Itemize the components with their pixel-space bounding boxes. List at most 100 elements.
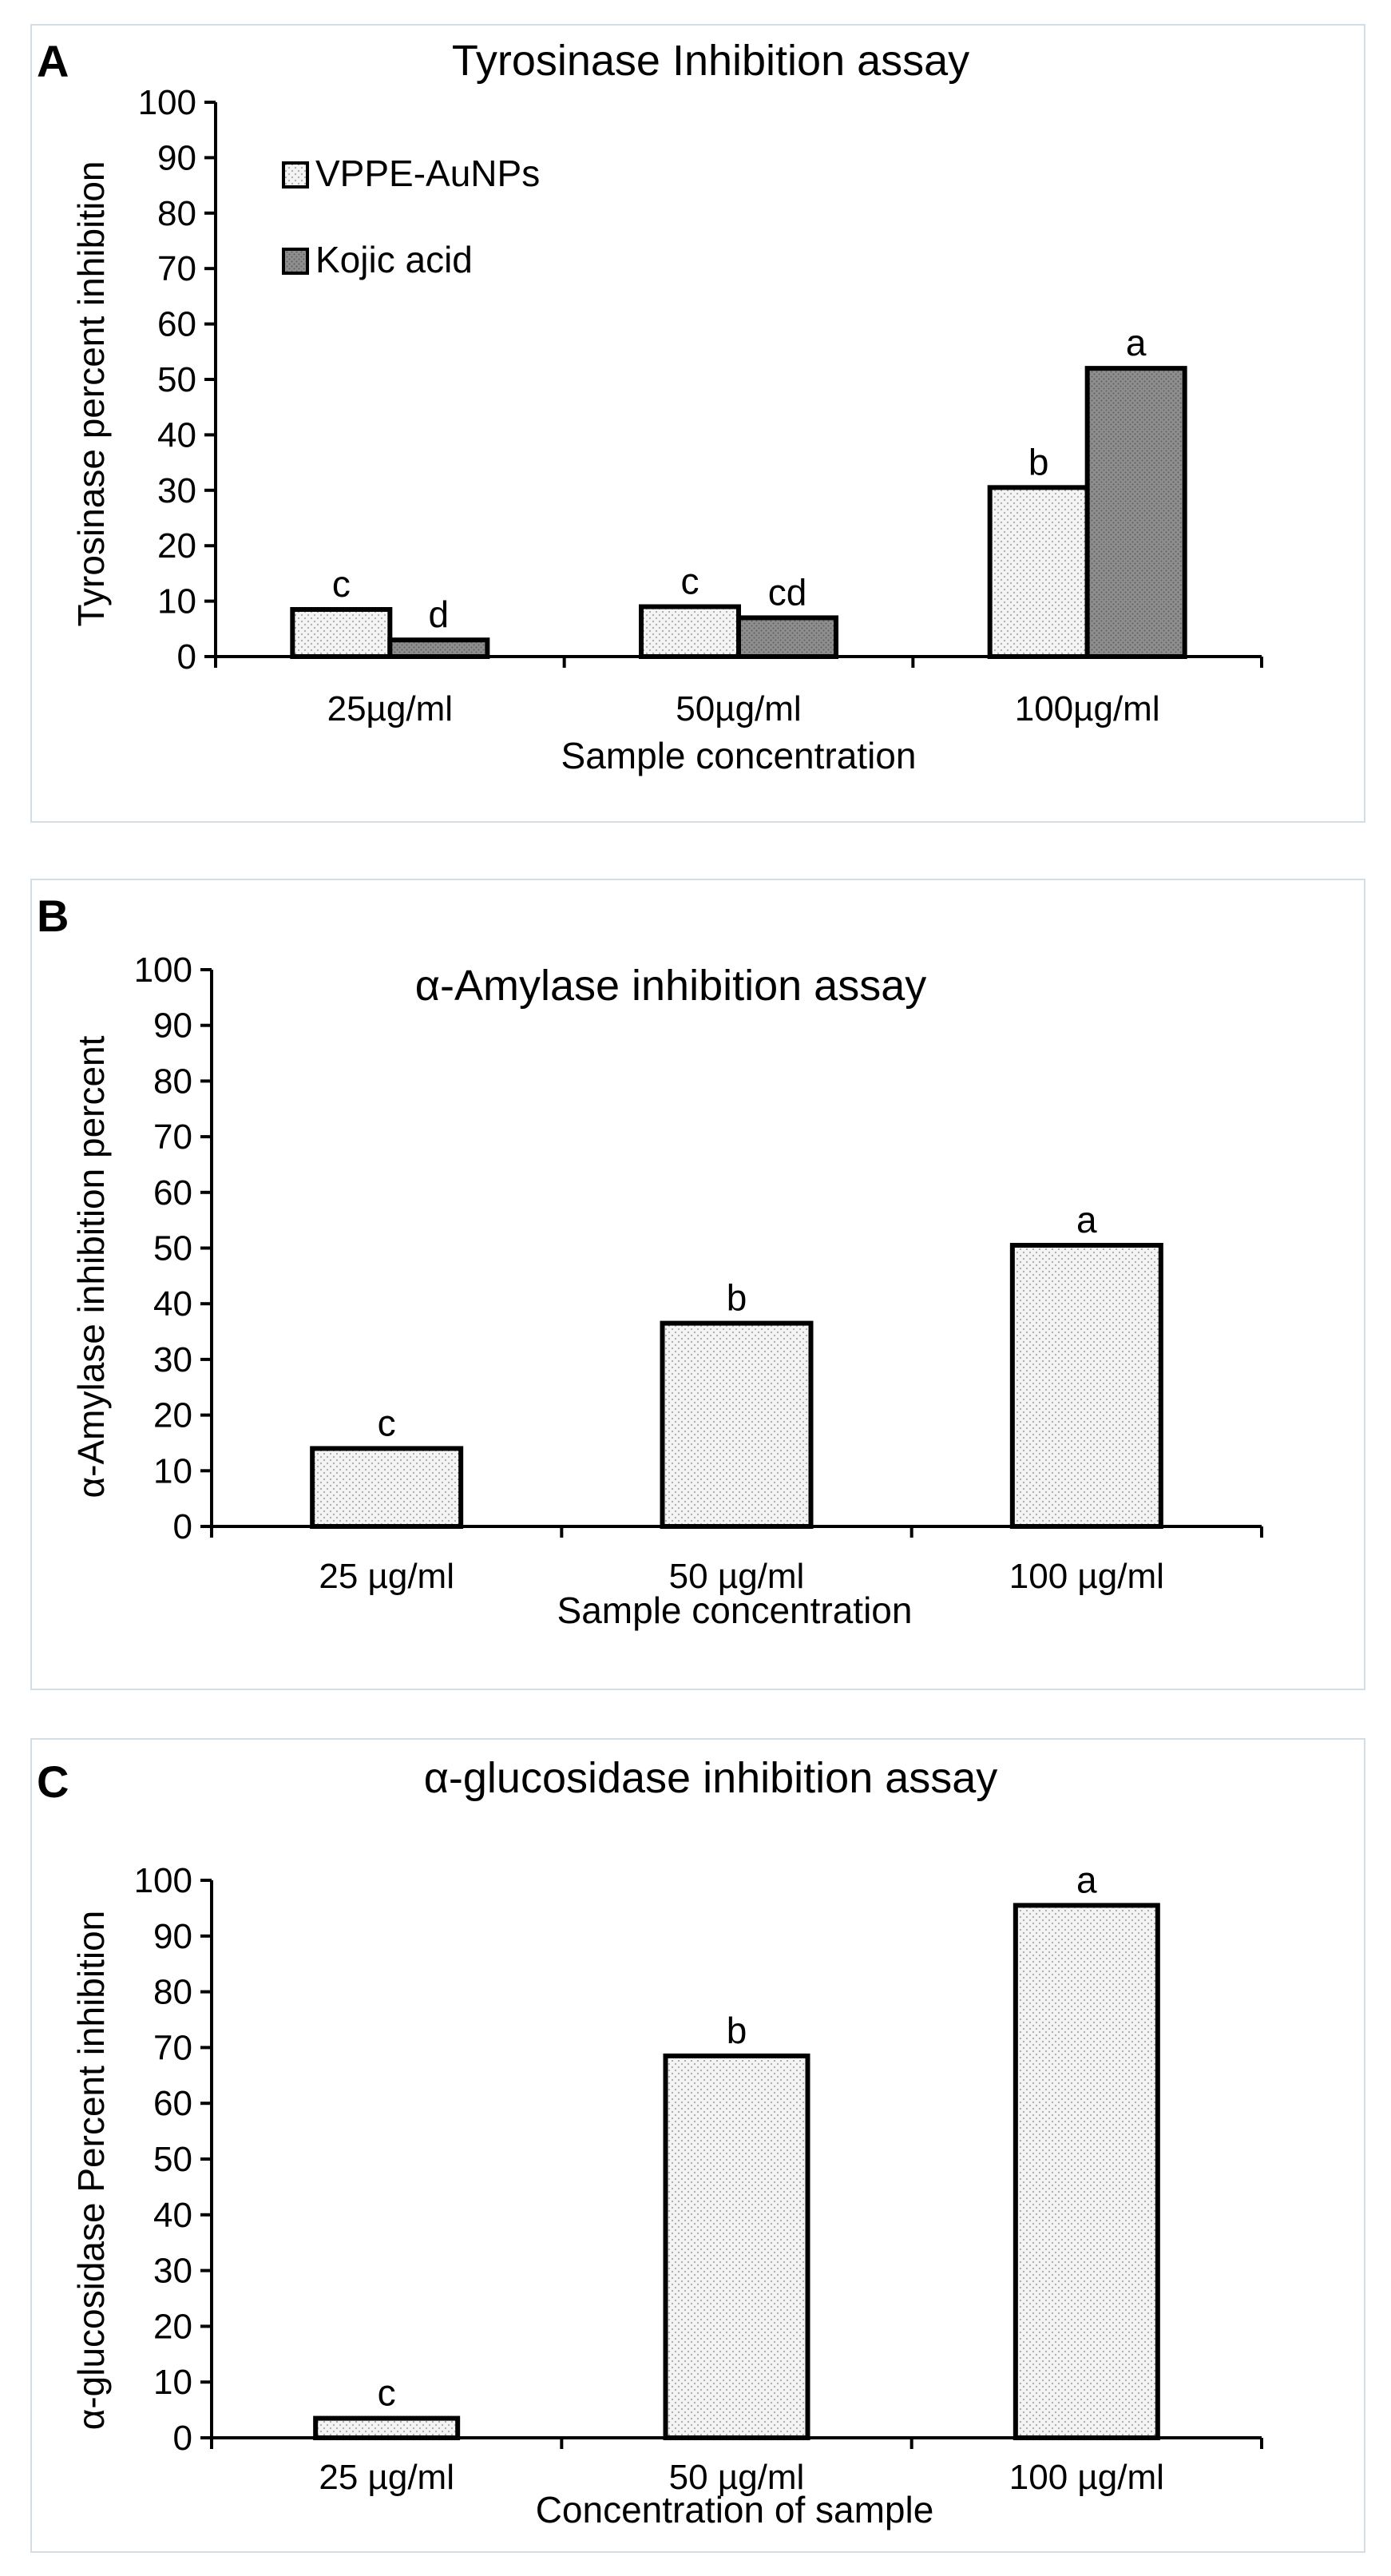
- panel-letter: B: [37, 891, 69, 941]
- y-tick-label: 0: [173, 2419, 192, 2458]
- x-axis-title: Sample concentration: [561, 735, 917, 776]
- bar-kojic-1: [387, 637, 490, 659]
- y-tick-label: 50: [157, 360, 196, 399]
- chart-panel-b: B α-Amylase inhibition assay α-Amylase i…: [30, 879, 1365, 1690]
- bar-vppe-1: [290, 607, 393, 660]
- bar-letters: c b a: [378, 1859, 1097, 2413]
- y-tick-label: 60: [153, 2084, 192, 2123]
- x-tick-label: 100 µg/ml: [1009, 2458, 1164, 2497]
- bar-letter-label: c: [681, 561, 699, 602]
- bar-letter-label: c: [378, 1402, 396, 1443]
- y-tick-label: 90: [157, 138, 196, 177]
- bar-vppe-3: [987, 485, 1090, 660]
- bar-letter-label: cd: [768, 571, 807, 613]
- y-tick-label: 100: [134, 951, 192, 990]
- y-tick-label: 40: [157, 415, 196, 454]
- bar-2: [663, 2053, 810, 2440]
- x-tick-label: 100 µg/ml: [1009, 1557, 1164, 1596]
- chart-title: Tyrosinase Inhibition assay: [452, 37, 969, 85]
- y-tick-label: 10: [157, 582, 196, 621]
- panel-letter: C: [37, 1756, 69, 1807]
- chart-title: α-Amylase inhibition assay: [415, 962, 927, 1010]
- bar-kojic-3: [1084, 366, 1187, 659]
- bars: [313, 1903, 1160, 2441]
- legend-swatch-vppe: [282, 161, 309, 189]
- bar-vppe-2: [639, 604, 741, 659]
- y-tick-label: 30: [153, 2252, 192, 2291]
- legend-label-vppe: VPPE-AuNPs: [315, 153, 540, 194]
- bar-letter-label: c: [378, 2372, 396, 2414]
- x-axis-title: Concentration of sample: [536, 2489, 934, 2530]
- y-axis-title: α-Amylase inhibition percent: [70, 1035, 112, 1498]
- y-tick-label: 10: [153, 1451, 192, 1490]
- bar-kojic-2: [736, 615, 838, 659]
- chart-panel-a: A Tyrosinase Inhibition assay Tyrosinase…: [30, 24, 1365, 823]
- y-tick-label: 30: [157, 471, 196, 510]
- y-tick-label: 10: [153, 2363, 192, 2402]
- y-axis-title: Tyrosinase percent inhibition: [70, 161, 112, 627]
- bars: [290, 366, 1187, 660]
- y-tick-label: 80: [153, 1062, 192, 1101]
- bar-letter-label: b: [1028, 441, 1049, 482]
- legend-swatch-kojic: [282, 248, 309, 275]
- y-tick-label: 100: [138, 83, 196, 122]
- y-ticks: 0 10 20 30 40 50 60 70 80 90 100: [138, 83, 1263, 677]
- x-tick-labels: 25µg/ml 50µg/ml 100µg/ml: [327, 689, 1160, 728]
- y-tick-label: 20: [153, 2307, 192, 2346]
- y-tick-label: 40: [153, 2196, 192, 2235]
- bar-3: [1009, 1243, 1163, 1529]
- bar-letter-label: a: [1076, 1199, 1097, 1240]
- legend: VPPE-AuNPs Kojic acid: [282, 153, 540, 280]
- x-tick-label: 50 µg/ml: [669, 2458, 805, 2497]
- x-tick-labels: 25 µg/ml 50 µg/ml 100 µg/ml: [319, 2458, 1164, 2497]
- bar-letter-label: b: [727, 2010, 747, 2051]
- bar-letter-label: a: [1126, 322, 1147, 363]
- y-tick-label: 50: [153, 1229, 192, 1268]
- x-tick-label: 100µg/ml: [1015, 689, 1160, 728]
- bars: [310, 1243, 1163, 1529]
- bar-letters: c b a: [378, 1199, 1097, 1443]
- x-tick-label: 25µg/ml: [327, 689, 453, 728]
- y-tick-label: 60: [153, 1173, 192, 1213]
- x-tick-labels: 25 µg/ml 50 µg/ml 100 µg/ml: [319, 1557, 1164, 1596]
- y-tick-label: 0: [177, 637, 196, 677]
- chart-c-svg: C α-glucosidase inhibition assay α-gluco…: [37, 1754, 1263, 2530]
- y-tick-label: 80: [153, 1973, 192, 2012]
- bar-letter-label: c: [332, 563, 351, 605]
- bar-2: [660, 1320, 814, 1529]
- y-ticks: 0 10 20 30 40 50 60 70 80 90 100: [134, 951, 1263, 1546]
- y-tick-label: 50: [153, 2140, 192, 2179]
- chart-a-svg: A Tyrosinase Inhibition assay Tyrosinase…: [37, 36, 1263, 776]
- y-tick-label: 70: [157, 249, 196, 288]
- y-tick-label: 30: [153, 1340, 192, 1379]
- bar-1: [310, 1446, 464, 1529]
- x-tick-label: 25 µg/ml: [319, 1557, 454, 1596]
- legend-label-kojic: Kojic acid: [315, 239, 473, 280]
- y-tick-label: 70: [153, 1117, 192, 1157]
- y-tick-label: 60: [157, 305, 196, 344]
- y-tick-label: 40: [153, 1284, 192, 1324]
- bar-letter-label: d: [429, 593, 450, 635]
- y-tick-label: 70: [153, 2028, 192, 2067]
- y-axis-title: α-glucosidase Percent inhibition: [70, 1911, 112, 2431]
- chart-b-svg: B α-Amylase inhibition assay α-Amylase i…: [37, 891, 1263, 1631]
- x-tick-label: 50µg/ml: [676, 689, 801, 728]
- x-axis-title: Sample concentration: [557, 1590, 913, 1631]
- y-tick-label: 0: [173, 1507, 192, 1546]
- y-tick-label: 20: [153, 1396, 192, 1435]
- y-tick-label: 90: [153, 1006, 192, 1046]
- chart-panel-c: C α-glucosidase inhibition assay α-gluco…: [30, 1738, 1365, 2553]
- bar-1: [313, 2415, 461, 2441]
- chart-title: α-glucosidase inhibition assay: [424, 1754, 998, 1802]
- y-ticks: 0 10 20 30 40 50 60 70 80 90 100: [134, 1861, 1263, 2458]
- bar-3: [1013, 1903, 1160, 2441]
- panel-letter: A: [37, 36, 69, 86]
- y-tick-label: 80: [157, 194, 196, 233]
- bar-letter-label: b: [727, 1277, 747, 1319]
- y-tick-label: 100: [134, 1861, 192, 1900]
- x-tick-label: 50 µg/ml: [669, 1557, 805, 1596]
- y-tick-label: 90: [153, 1917, 192, 1956]
- y-tick-label: 20: [157, 526, 196, 566]
- bar-letter-label: a: [1076, 1859, 1097, 1900]
